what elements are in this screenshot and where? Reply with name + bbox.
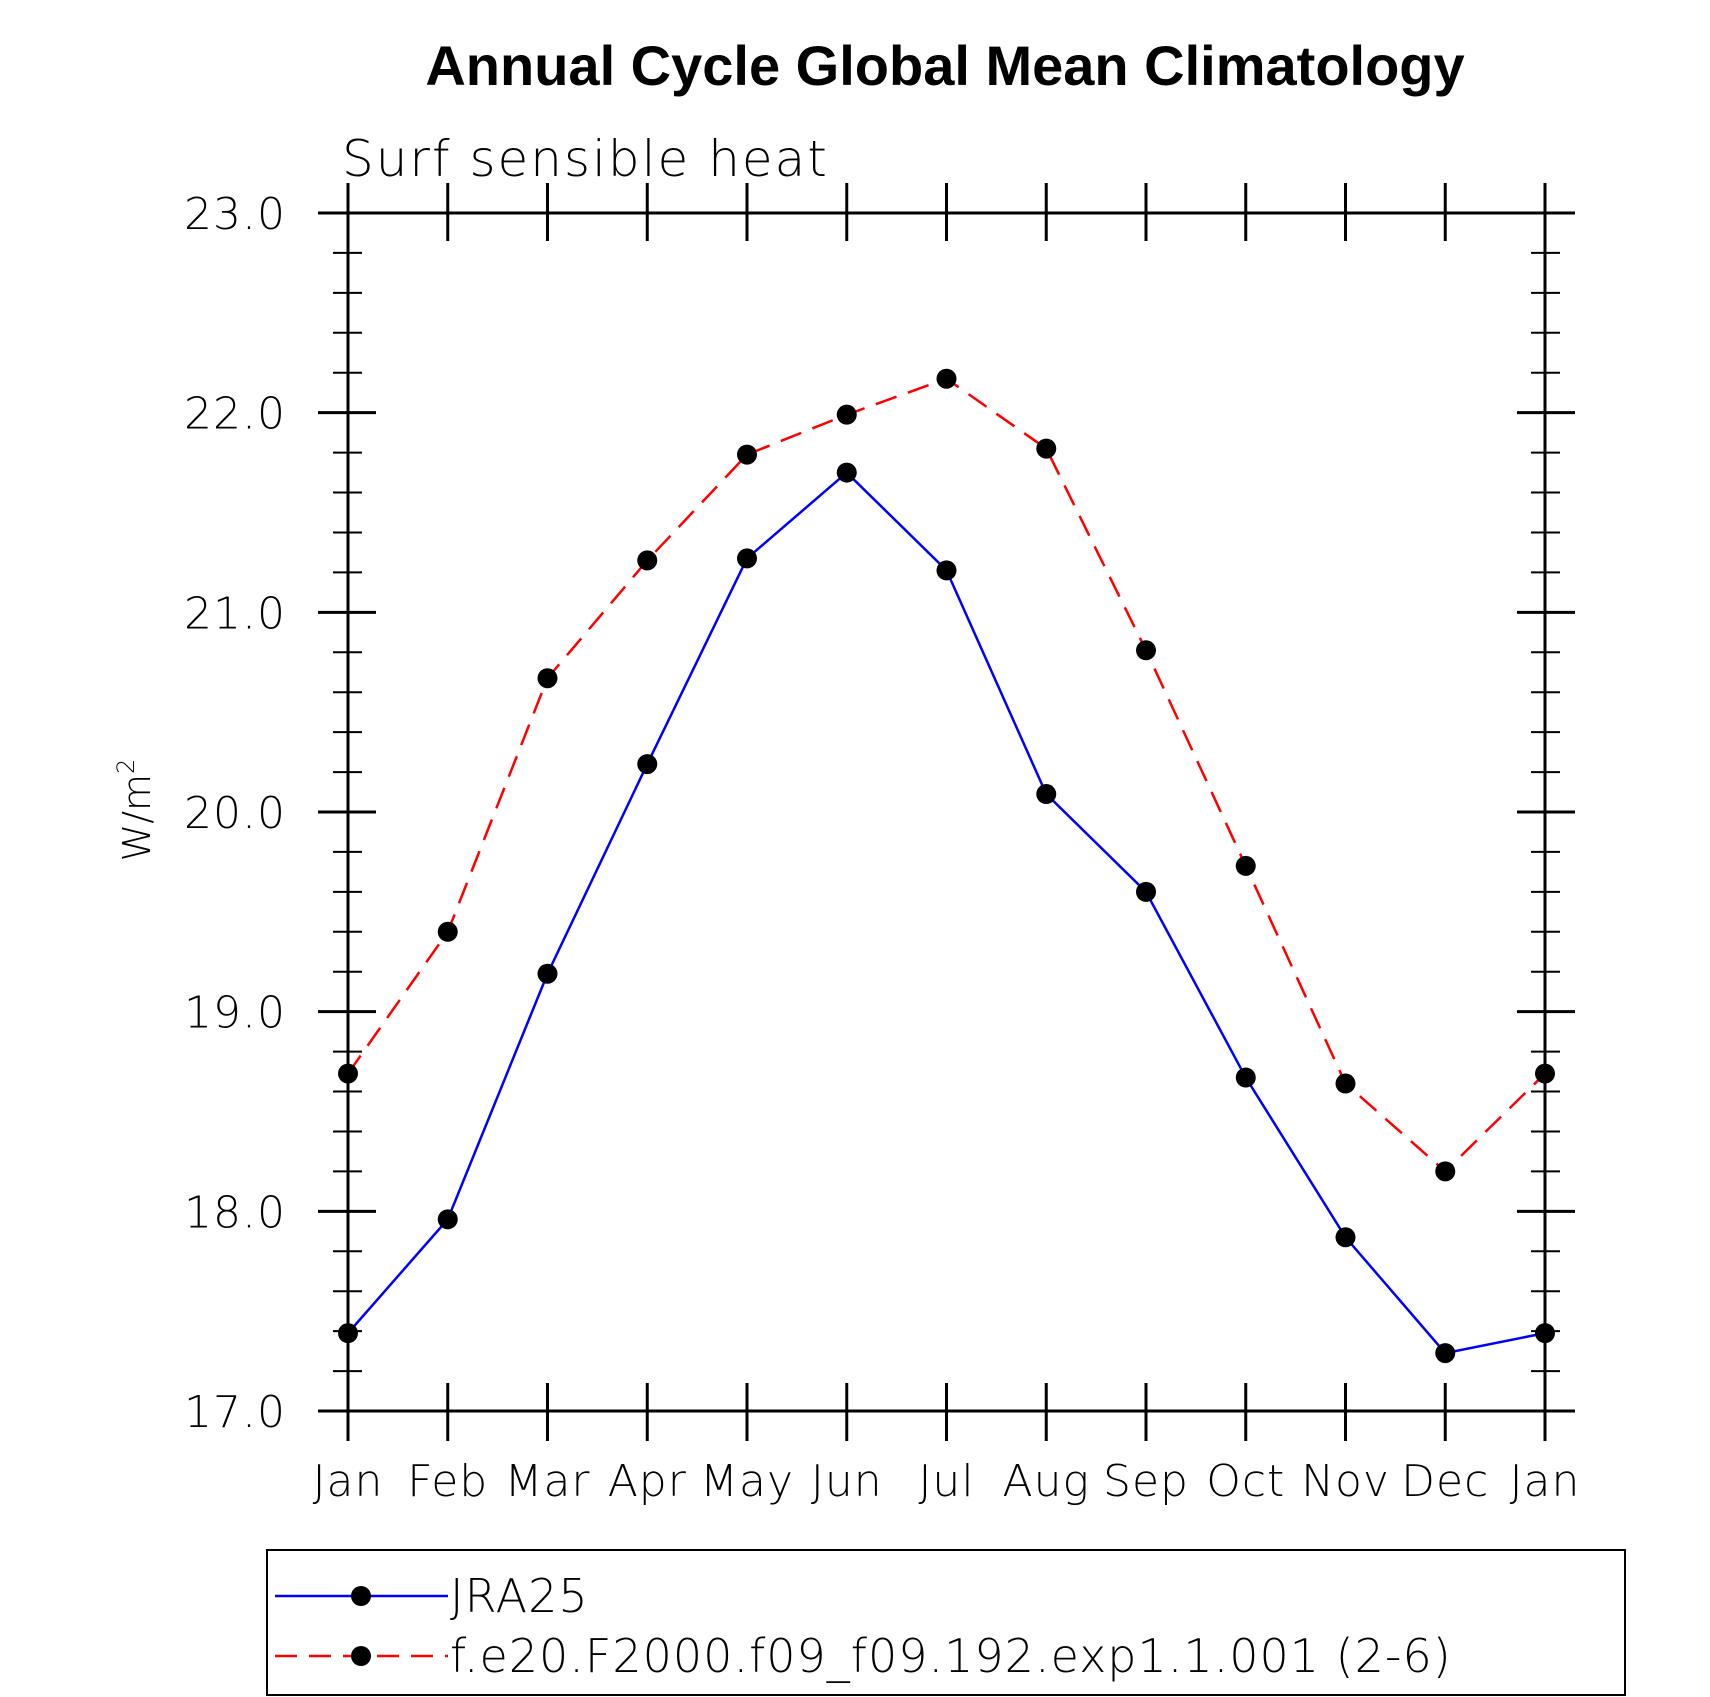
- x-tick-label: May: [700, 1456, 794, 1507]
- x-tick-label: Jan: [1510, 1456, 1581, 1507]
- series-0-point: [637, 754, 658, 775]
- series-0-point: [1235, 1067, 1256, 1088]
- chart-title: Annual Cycle Global Mean Climatology: [425, 34, 1464, 97]
- series-1-point: [1335, 1073, 1356, 1094]
- series-1-point: [1036, 438, 1057, 459]
- series-0-point: [437, 1209, 458, 1230]
- y-tick-label: 23.0: [184, 189, 286, 240]
- plot-axes: Jan Feb Mar Apr May Jun Jul Aug Sep Oct Nov Dec Jan 1…: [184, 183, 1581, 1507]
- series-1-point: [836, 404, 857, 425]
- x-tick-label: Jan: [313, 1456, 384, 1507]
- series-0-point: [737, 548, 757, 569]
- y-tick-label: 18.0: [184, 1187, 286, 1238]
- series-line-0: [347, 470, 1546, 1355]
- series-1-point: [1136, 640, 1156, 661]
- y-axis-label: W/m2: [112, 759, 159, 862]
- series-0-point: [836, 462, 857, 483]
- series-1-point: [537, 668, 558, 689]
- series-0-point: [1335, 1227, 1356, 1248]
- y-tick-label: 22.0: [184, 389, 286, 440]
- y-axis-label-base: W/m: [115, 774, 159, 861]
- x-tick-label: Apr: [608, 1456, 687, 1507]
- legend-marker-0: [351, 1586, 371, 1606]
- series-0-point: [1535, 1323, 1555, 1344]
- series-1-point: [737, 444, 757, 465]
- plot-series: [338, 368, 1555, 1364]
- series-line-1: [346, 377, 1546, 1174]
- series-0-point: [1136, 881, 1156, 902]
- x-tick-label: Dec: [1401, 1456, 1489, 1507]
- plot-frame: [346, 211, 1547, 1413]
- y-axis-label-exponent: 2: [112, 759, 140, 774]
- series-1-point: [1235, 855, 1256, 876]
- legend-marker-1: [351, 1646, 371, 1666]
- series-1-point: [338, 1063, 358, 1084]
- x-tick-label: Sep: [1103, 1456, 1189, 1507]
- y-tick-label: 21.0: [184, 588, 286, 639]
- series-0-point: [338, 1323, 358, 1344]
- y-tick-label: 20.0: [184, 788, 286, 839]
- y-tick-label: 17.0: [184, 1387, 286, 1438]
- series-1-point: [936, 368, 957, 389]
- series-0-point: [1036, 784, 1057, 805]
- series-0-point: [936, 560, 957, 581]
- y-tick-label: 19.0: [184, 988, 286, 1039]
- legend-frame: [266, 1549, 1626, 1696]
- series-0-point: [537, 963, 558, 984]
- x-tick-label: Jun: [811, 1456, 883, 1507]
- x-tick-label: Aug: [1003, 1456, 1090, 1507]
- series-1-point: [637, 550, 658, 571]
- series-0-point: [1435, 1343, 1456, 1364]
- series-1-point: [1435, 1161, 1456, 1182]
- x-tick-label: Nov: [1301, 1456, 1390, 1507]
- x-tick-label: Jul: [918, 1456, 974, 1507]
- chart-legend: JRA25 f.e20.F2000.f09_f09.192.exp1.1.001 …: [266, 1549, 1626, 1696]
- legend-label-0: JRA25: [450, 1569, 589, 1623]
- series-1-point: [1535, 1063, 1555, 1084]
- x-tick-label: Oct: [1206, 1456, 1285, 1507]
- x-tick-label: Feb: [407, 1456, 488, 1507]
- x-tick-label: Mar: [504, 1456, 590, 1507]
- chart-subtitle: Surf sensible heat: [342, 130, 829, 188]
- series-1-point: [437, 921, 458, 942]
- legend-label-1: f.e20.F2000.f09_f09.192.exp1.1.001 (2-6): [450, 1629, 1452, 1683]
